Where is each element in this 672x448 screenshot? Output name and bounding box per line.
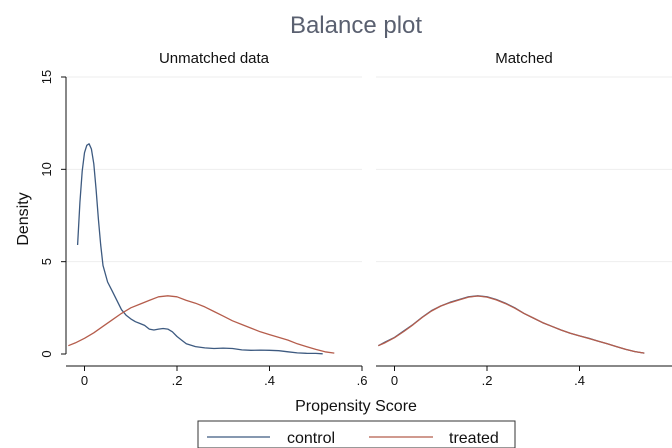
x-tick-label: .2 [172,373,183,388]
legend-label-control: control [287,430,335,447]
panel-matched: Matched 0 .2 .4 [376,50,672,388]
panel-unmatched: Unmatched data 0 .2 .4 .6 0 5 10 15 [39,50,367,388]
x-axis-title: Propensity Score [295,398,417,415]
x-tick-label: .2 [482,373,493,388]
x-tick-label: .4 [574,373,585,388]
series-line-control [76,143,323,355]
legend-box [197,420,516,448]
chart-title: Balance plot [290,12,422,39]
x-tick-label: .4 [264,373,275,388]
y-tick-label: 15 [39,70,54,84]
x-tick-label: 0 [81,373,88,388]
panel-title-unmatched: Unmatched data [159,50,270,67]
x-tick-label: 0 [391,373,398,388]
y-axis-title: Density [15,192,32,245]
x-tick-label: .6 [357,373,368,388]
legend: control treated [197,420,516,448]
series-line-treated [68,295,335,354]
legend-label-treated: treated [449,430,499,447]
series-line-control [377,295,645,354]
y-tick-label: 0 [39,350,54,357]
y-tick-label: 5 [39,258,54,265]
y-tick-label: 10 [39,162,54,176]
series-line-treated [378,295,645,354]
panel-title-matched: Matched [495,50,553,67]
